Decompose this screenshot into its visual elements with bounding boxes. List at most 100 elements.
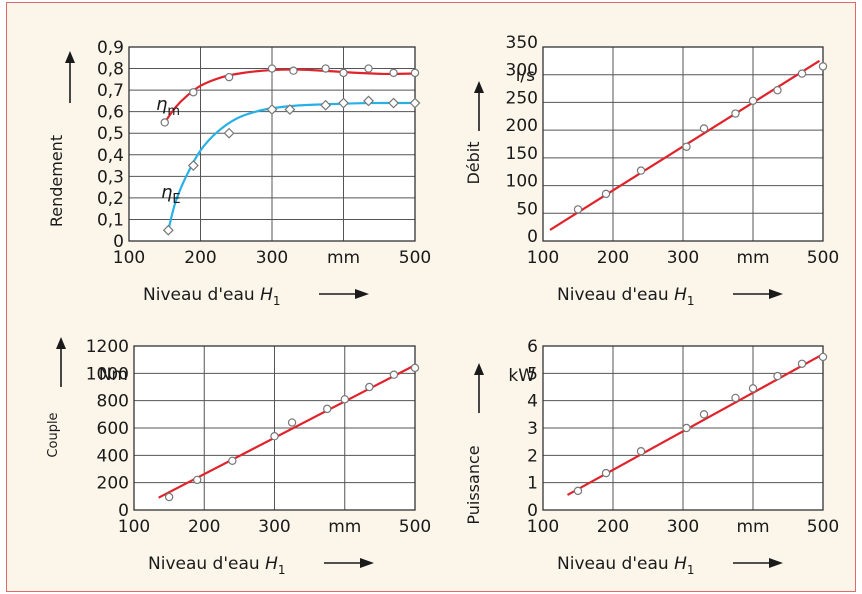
top-left-data-point-eta-e: [320, 99, 332, 111]
top-left-y-tick-label: 0,7: [97, 81, 124, 101]
top-right-x-tick-label: mm: [736, 248, 769, 268]
top-left-data-point-eta-e: [266, 104, 278, 115]
top-right-data-point: [601, 189, 611, 199]
top-left-data-point-eta-e: [388, 97, 399, 109]
top-right-data-point: [573, 205, 583, 214]
top-right-data-point: [797, 69, 807, 78]
bottom-left-y-tick-label: 0: [118, 501, 129, 521]
bottom-right-y-tick-label: 4: [527, 392, 538, 412]
bottom-right-y-axis-label: Puissance: [464, 445, 483, 524]
bottom-left-x-axis-label: Niveau d'eau H1: [148, 554, 286, 577]
top-left-y-tick-label: 0,6: [97, 103, 124, 123]
top-right-x-tick-label: 200: [597, 248, 629, 268]
bottom-left-y-tick-label: 400: [97, 446, 129, 466]
top-right-x-axis-label: Niveau d'eau H1: [557, 285, 695, 308]
bottom-right-y-tick-label: 1: [527, 474, 538, 494]
bottom-left-x-tick-label: 300: [258, 517, 290, 537]
top-right-data-point: [773, 86, 782, 95]
top-right-data-point: [748, 96, 758, 105]
top-left-data-point-eta-m: [289, 66, 298, 75]
top-left-x-axis-label: Niveau d'eau H1: [143, 285, 281, 308]
bottom-left-x-tick-label: 100: [118, 517, 150, 537]
bottom-right-data-point: [699, 410, 709, 419]
bottom-left-data-point: [270, 432, 279, 441]
top-left-x-tick-label: 300: [256, 248, 288, 268]
bottom-left-x-tick-label: mm: [328, 517, 361, 537]
bottom-right-y-tick-label: 3: [527, 419, 538, 439]
top-right-y-tick-label: 300: [506, 61, 538, 81]
bottom-right-x-tick-label: 200: [597, 517, 629, 537]
top-left-data-point-eta-e: [187, 160, 199, 172]
bottom-left-data-point: [164, 492, 174, 502]
top-left-series-label-eta-m: ηm: [156, 94, 180, 119]
top-right-y-tick-label: 250: [506, 88, 538, 108]
top-right-unit-label: l/s: [516, 66, 535, 86]
top-left-series-label-eta-e: ηE: [161, 182, 181, 207]
bottom-right-data-point: [748, 384, 758, 393]
bottom-right-plot-border: [542, 345, 824, 511]
top-left-data-point-eta-e: [363, 95, 374, 107]
top-left-data-point-eta-e: [162, 224, 174, 236]
top-left-curve-eta-m: [163, 68, 416, 124]
bottom-left-y-tick-label: 800: [97, 392, 129, 412]
top-left-data-point-eta-m: [364, 64, 373, 73]
top-left-y-tick-label: 0,9: [97, 38, 124, 58]
top-right-x-tick-label: 300: [667, 248, 699, 268]
top-right-y-tick-label: 50: [516, 199, 538, 219]
bottom-left-data-point: [365, 382, 374, 392]
bottom-left-y-axis-label: Couple: [46, 412, 61, 457]
top-left-data-point-eta-e: [409, 97, 421, 109]
top-left-y-tick-label: 0,8: [97, 60, 124, 80]
top-left-x-tick-label: 100: [113, 248, 145, 268]
figure-panel: 0 0,1 0,2 0,3 0,4 0,5 0,6 0,7 0,8 0,9 100 200 300 mm 5…: [6, 2, 856, 592]
bottom-left-data-point: [340, 395, 349, 404]
top-left-data-point-eta-m: [189, 88, 198, 97]
bottom-left-x-tick-label: 200: [188, 517, 220, 537]
bottom-right-data-point: [573, 486, 583, 496]
bottom-right-data-point: [682, 423, 691, 433]
top-left-y-tick-label: 0: [113, 232, 124, 252]
bottom-right-x-tick-label: 500: [807, 517, 839, 537]
top-left-y-axis-arrowhead: [65, 51, 75, 63]
bottom-right-x-tick-label: 100: [527, 517, 559, 537]
top-right-x-axis-arrowhead: [769, 289, 783, 299]
bottom-right-y-tick-label: 6: [527, 337, 538, 357]
bottom-left-data-point: [287, 418, 297, 427]
top-left-data-point-eta-m: [267, 64, 277, 73]
bottom-left-x-axis-arrowhead: [360, 558, 374, 568]
bottom-right-data-point: [636, 447, 646, 456]
bottom-left-x-tick-label: 500: [399, 517, 431, 537]
bottom-right-x-axis-arrowhead: [769, 558, 783, 568]
top-right-y-tick-label: 200: [506, 116, 538, 136]
bottom-right-x-tick-label: mm: [736, 517, 769, 537]
bottom-left-y-tick-label: 1000: [86, 364, 129, 384]
bottom-right-data-point: [818, 352, 828, 362]
top-left-y-tick-label: 0,3: [97, 167, 124, 187]
bottom-right-unit-label: kW: [508, 366, 535, 386]
top-left-data-point-eta-e: [338, 97, 349, 109]
top-left-y-tick-label: 0,5: [97, 124, 124, 144]
top-right-y-tick-label: 350: [506, 33, 538, 53]
bottom-left-data-point: [193, 475, 202, 485]
top-right-y-axis-arrowhead: [474, 81, 484, 93]
top-left-data-point-eta-m: [321, 64, 330, 73]
top-right-y-tick-label: 100: [506, 172, 538, 192]
bottom-left-data-point: [389, 370, 399, 379]
top-left-data-point-eta-m: [389, 68, 398, 78]
top-right-y-tick-label: 150: [506, 144, 538, 164]
top-right-data-point: [682, 142, 691, 151]
top-right-data-point: [636, 166, 646, 175]
bottom-left-plot-border: [133, 345, 416, 511]
bottom-left-unit-label: Nm: [99, 365, 128, 385]
bottom-left-y-tick-label: 1200: [86, 337, 129, 357]
top-right-data-point: [699, 124, 709, 133]
bottom-left-data-point: [410, 363, 420, 373]
top-left-y-tick-label: 0,1: [97, 210, 124, 230]
top-right-x-tick-label: 500: [807, 248, 839, 268]
top-left-data-point-eta-m: [160, 118, 169, 127]
top-left-data-point-eta-m: [339, 68, 348, 78]
bottom-right-data-point: [773, 371, 782, 381]
bottom-left-data-point: [322, 404, 332, 414]
top-left-y-tick-label: 0,2: [97, 189, 124, 209]
